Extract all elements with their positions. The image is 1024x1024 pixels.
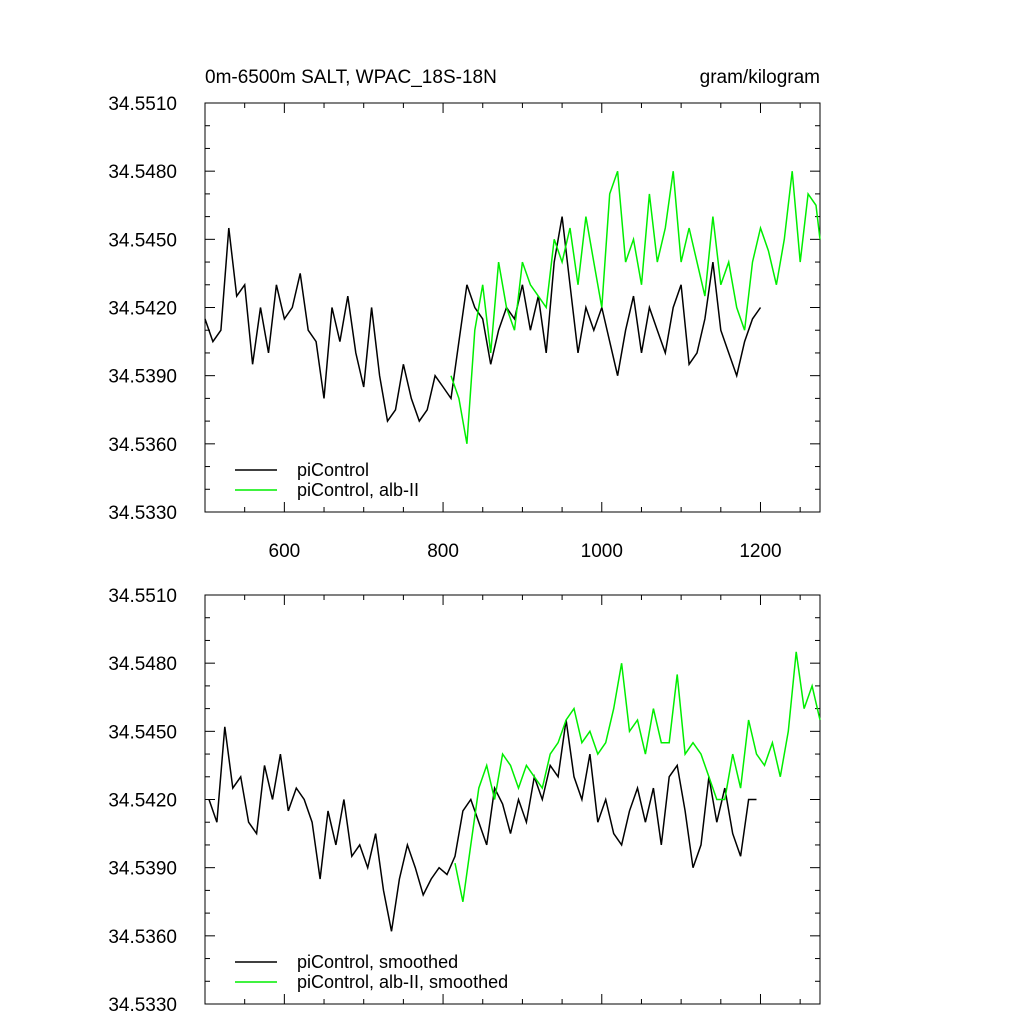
plot-frame <box>204 102 821 513</box>
y-tick-label: 34.5420 <box>108 299 177 320</box>
panel-top: 34.5330 34.5360 34.5390 34.5420 34.5450 34.54… <box>108 94 821 562</box>
legend-label: piControl, smoothed <box>297 952 458 972</box>
series-line-1 <box>450 170 821 444</box>
y-tick-label: 34.5330 <box>108 995 177 1016</box>
y-tick-label: 34.5360 <box>108 927 177 948</box>
x-tick-label: 600 <box>269 541 301 562</box>
panel-bottom: 34.5330 34.5360 34.5390 34.5420 34.5450 34.54… <box>108 586 821 1016</box>
title-left: 0m-6500m SALT, WPAC_18S-18N <box>205 67 497 88</box>
x-tick-label: 1000 <box>581 541 623 562</box>
y-tick-label: 34.5510 <box>108 94 177 115</box>
legend-label: piControl, alb-II, smoothed <box>297 972 508 992</box>
y-tick-label: 34.5480 <box>108 162 177 183</box>
y-tick-label: 34.5510 <box>108 586 177 607</box>
title-right: gram/kilogram <box>700 67 820 88</box>
y-tick-label: 34.5480 <box>108 654 177 675</box>
y-tick-label: 34.5450 <box>108 722 177 743</box>
y-tick-label: 34.5360 <box>108 435 177 456</box>
legend-label: piControl <box>297 460 369 480</box>
y-tick-label: 34.5330 <box>108 503 177 524</box>
y-tick-label: 34.5450 <box>108 230 177 251</box>
plot-frame <box>204 594 821 1005</box>
x-tick-label: 800 <box>427 541 459 562</box>
y-tick-label: 34.5390 <box>108 859 177 880</box>
y-tick-label: 34.5420 <box>108 791 177 812</box>
series-line-1 <box>454 651 821 902</box>
series-line-0 <box>204 216 762 424</box>
x-tick-label: 1200 <box>739 541 781 562</box>
y-tick-label: 34.5390 <box>108 367 177 388</box>
legend-label: piControl, alb-II <box>297 480 419 500</box>
series-line-0 <box>208 719 757 932</box>
